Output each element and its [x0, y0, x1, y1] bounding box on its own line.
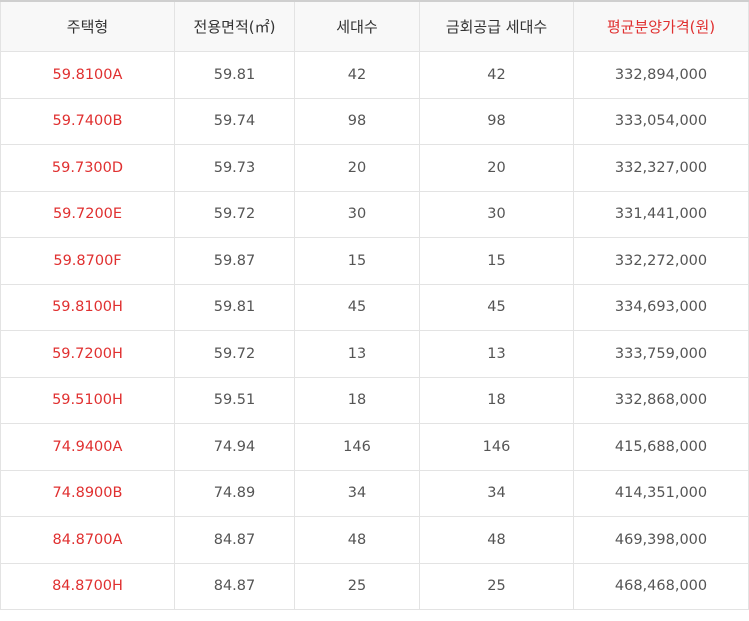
header-current-supply-count: 금회공급 세대수: [419, 0, 574, 52]
cell-current-supply-count: 25: [419, 562, 574, 610]
cell-household-count: 45: [294, 283, 420, 331]
table-row: 59.8100A 59.81 42 42 332,894,000: [0, 51, 749, 99]
cell-housing-type: 84.8700A: [0, 516, 175, 564]
cell-current-supply-count: 18: [419, 376, 574, 424]
table-row: 59.5100H 59.51 18 18 332,868,000: [0, 376, 749, 424]
cell-current-supply-count: 34: [419, 469, 574, 517]
table-row: 59.8100H 59.81 45 45 334,693,000: [0, 283, 749, 331]
table-row: 84.8700A 84.87 48 48 469,398,000: [0, 516, 749, 564]
table-row: 74.9400A 74.94 146 146 415,688,000: [0, 423, 749, 471]
cell-current-supply-count: 15: [419, 237, 574, 285]
cell-household-count: 25: [294, 562, 420, 610]
cell-current-supply-count: 48: [419, 516, 574, 564]
header-housing-type: 주택형: [0, 0, 175, 52]
table-header-row: 주택형 전용면적(㎡) 세대수 금회공급 세대수 평균분양가격(원): [0, 0, 749, 52]
cell-exclusive-area: 59.72: [174, 330, 295, 378]
table-row: 59.7200H 59.72 13 13 333,759,000: [0, 330, 749, 378]
cell-exclusive-area: 59.51: [174, 376, 295, 424]
cell-current-supply-count: 20: [419, 144, 574, 192]
cell-household-count: 13: [294, 330, 420, 378]
cell-average-price: 333,054,000: [573, 97, 749, 145]
cell-average-price: 331,441,000: [573, 190, 749, 238]
cell-average-price: 414,351,000: [573, 469, 749, 517]
cell-current-supply-count: 42: [419, 51, 574, 99]
cell-household-count: 34: [294, 469, 420, 517]
cell-household-count: 30: [294, 190, 420, 238]
table-row: 59.7200E 59.72 30 30 331,441,000: [0, 190, 749, 238]
cell-housing-type: 59.8700F: [0, 237, 175, 285]
cell-exclusive-area: 74.94: [174, 423, 295, 471]
cell-household-count: 20: [294, 144, 420, 192]
cell-housing-type: 74.9400A: [0, 423, 175, 471]
cell-exclusive-area: 84.87: [174, 562, 295, 610]
cell-exclusive-area: 59.74: [174, 97, 295, 145]
cell-average-price: 332,894,000: [573, 51, 749, 99]
table-row: 84.8700H 84.87 25 25 468,468,000: [0, 562, 749, 610]
cell-housing-type: 59.7400B: [0, 97, 175, 145]
cell-average-price: 332,868,000: [573, 376, 749, 424]
cell-current-supply-count: 45: [419, 283, 574, 331]
cell-housing-type: 74.8900B: [0, 469, 175, 517]
cell-household-count: 48: [294, 516, 420, 564]
cell-household-count: 146: [294, 423, 420, 471]
cell-exclusive-area: 59.81: [174, 283, 295, 331]
cell-average-price: 332,327,000: [573, 144, 749, 192]
cell-average-price: 468,468,000: [573, 562, 749, 610]
cell-housing-type: 59.7300D: [0, 144, 175, 192]
cell-household-count: 98: [294, 97, 420, 145]
cell-exclusive-area: 84.87: [174, 516, 295, 564]
cell-current-supply-count: 30: [419, 190, 574, 238]
table-row: 59.8700F 59.87 15 15 332,272,000: [0, 237, 749, 285]
cell-housing-type: 59.7200H: [0, 330, 175, 378]
cell-exclusive-area: 59.72: [174, 190, 295, 238]
cell-exclusive-area: 74.89: [174, 469, 295, 517]
cell-average-price: 415,688,000: [573, 423, 749, 471]
cell-current-supply-count: 13: [419, 330, 574, 378]
cell-household-count: 42: [294, 51, 420, 99]
cell-housing-type: 84.8700H: [0, 562, 175, 610]
cell-average-price: 469,398,000: [573, 516, 749, 564]
cell-exclusive-area: 59.73: [174, 144, 295, 192]
cell-exclusive-area: 59.87: [174, 237, 295, 285]
table-row: 59.7300D 59.73 20 20 332,327,000: [0, 144, 749, 192]
cell-household-count: 15: [294, 237, 420, 285]
table-row: 74.8900B 74.89 34 34 414,351,000: [0, 469, 749, 517]
cell-average-price: 334,693,000: [573, 283, 749, 331]
cell-current-supply-count: 98: [419, 97, 574, 145]
cell-average-price: 333,759,000: [573, 330, 749, 378]
header-household-count: 세대수: [294, 0, 420, 52]
table-row: 59.7400B 59.74 98 98 333,054,000: [0, 97, 749, 145]
cell-exclusive-area: 59.81: [174, 51, 295, 99]
header-exclusive-area: 전용면적(㎡): [174, 0, 295, 52]
cell-average-price: 332,272,000: [573, 237, 749, 285]
cell-housing-type: 59.8100A: [0, 51, 175, 99]
header-average-price: 평균분양가격(원): [573, 0, 749, 52]
cell-current-supply-count: 146: [419, 423, 574, 471]
cell-household-count: 18: [294, 376, 420, 424]
cell-housing-type: 59.7200E: [0, 190, 175, 238]
cell-housing-type: 59.5100H: [0, 376, 175, 424]
cell-housing-type: 59.8100H: [0, 283, 175, 331]
